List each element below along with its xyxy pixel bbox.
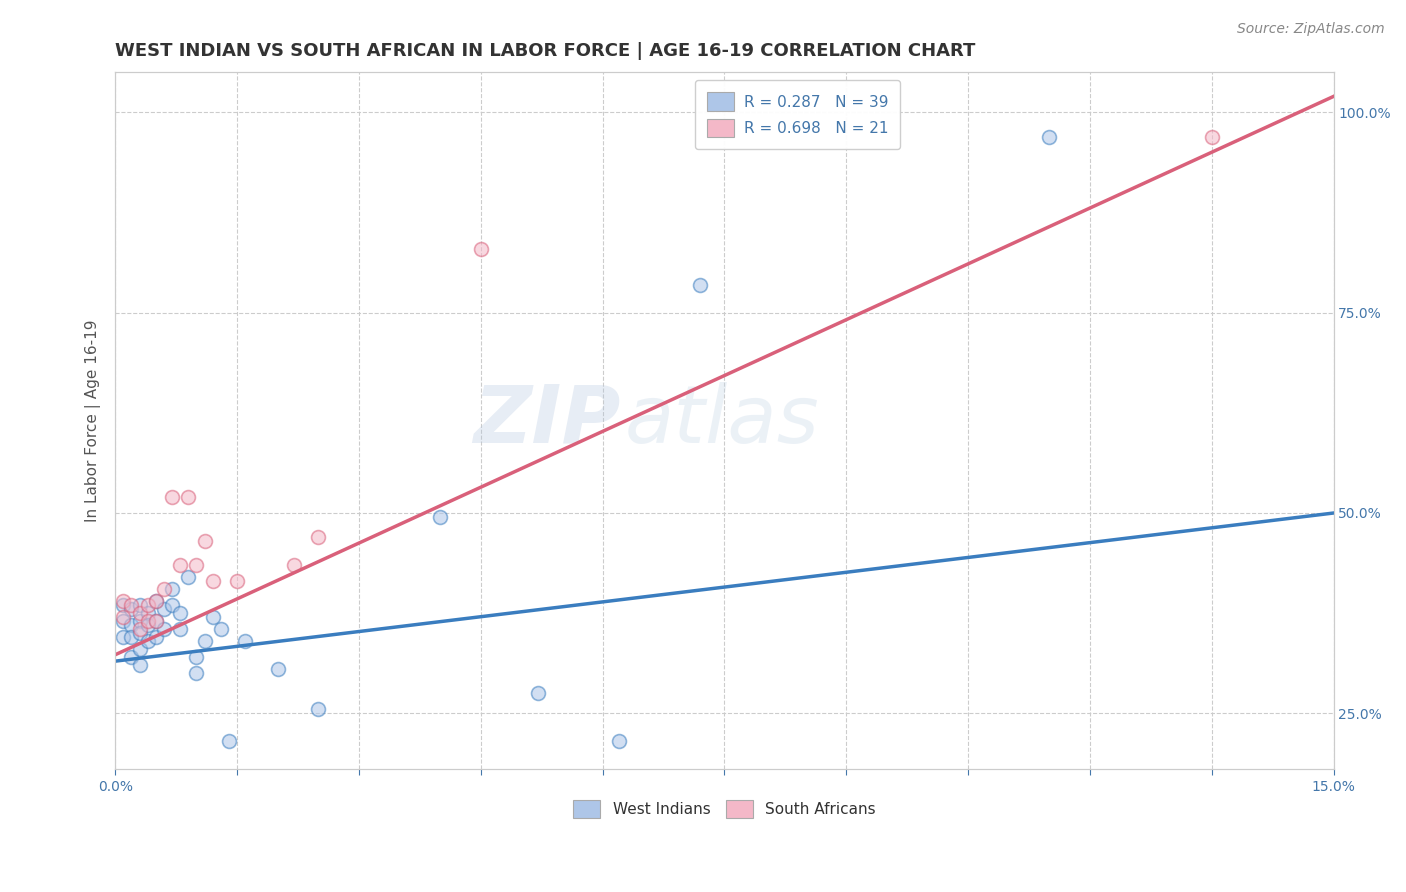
- Point: [193, 534, 215, 549]
- Point: [136, 598, 159, 612]
- Point: [307, 702, 329, 716]
- Point: [128, 622, 150, 636]
- Y-axis label: In Labor Force | Age 16-19: In Labor Force | Age 16-19: [86, 319, 101, 522]
- Point: [153, 582, 176, 596]
- Point: [233, 634, 256, 648]
- Point: [112, 610, 135, 624]
- Point: [169, 622, 191, 636]
- Point: [153, 602, 176, 616]
- Point: [169, 558, 191, 572]
- Point: [145, 594, 167, 608]
- Text: ZIP: ZIP: [474, 382, 621, 460]
- Point: [128, 626, 150, 640]
- Point: [112, 630, 135, 644]
- Text: WEST INDIAN VS SOUTH AFRICAN IN LABOR FORCE | AGE 16-19 CORRELATION CHART: WEST INDIAN VS SOUTH AFRICAN IN LABOR FO…: [115, 42, 976, 60]
- Point: [153, 622, 176, 636]
- Point: [201, 610, 224, 624]
- Point: [186, 558, 208, 572]
- Point: [689, 277, 711, 292]
- Point: [128, 658, 150, 673]
- Point: [218, 734, 240, 748]
- Point: [145, 614, 167, 628]
- Point: [145, 630, 167, 644]
- Point: [1038, 129, 1060, 144]
- Point: [307, 530, 329, 544]
- Point: [145, 594, 167, 608]
- Point: [112, 594, 135, 608]
- Point: [128, 598, 150, 612]
- Point: [136, 614, 159, 628]
- Point: [136, 606, 159, 620]
- Point: [120, 598, 142, 612]
- Text: Source: ZipAtlas.com: Source: ZipAtlas.com: [1237, 22, 1385, 37]
- Point: [120, 618, 142, 632]
- Point: [128, 642, 150, 657]
- Point: [201, 574, 224, 588]
- Point: [145, 614, 167, 628]
- Point: [1201, 129, 1223, 144]
- Point: [283, 558, 305, 572]
- Point: [186, 666, 208, 681]
- Text: atlas: atlas: [624, 382, 820, 460]
- Point: [186, 650, 208, 665]
- Point: [120, 602, 142, 616]
- Point: [112, 598, 135, 612]
- Point: [160, 598, 183, 612]
- Point: [128, 614, 150, 628]
- Point: [226, 574, 249, 588]
- Point: [160, 582, 183, 596]
- Point: [526, 686, 548, 700]
- Legend: West Indians, South Africans: West Indians, South Africans: [567, 794, 882, 824]
- Point: [193, 634, 215, 648]
- Point: [136, 618, 159, 632]
- Point: [209, 622, 232, 636]
- Point: [266, 662, 288, 676]
- Point: [429, 510, 451, 524]
- Point: [470, 242, 492, 256]
- Point: [120, 630, 142, 644]
- Point: [177, 490, 200, 504]
- Point: [112, 614, 135, 628]
- Point: [136, 634, 159, 648]
- Point: [177, 570, 200, 584]
- Point: [120, 650, 142, 665]
- Point: [169, 606, 191, 620]
- Point: [160, 490, 183, 504]
- Point: [607, 734, 630, 748]
- Point: [128, 606, 150, 620]
